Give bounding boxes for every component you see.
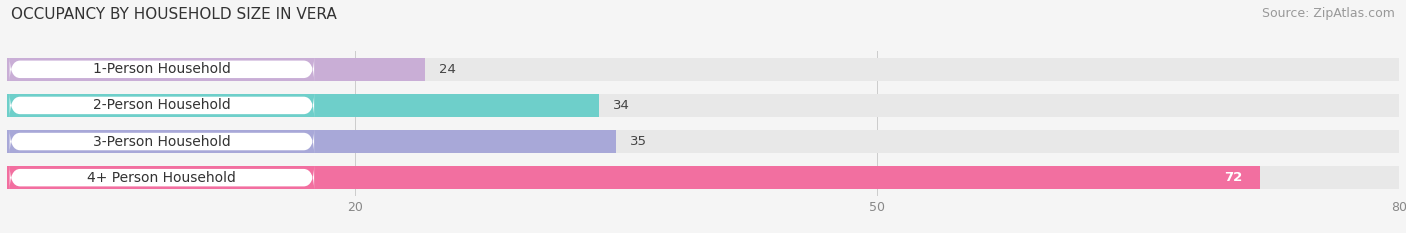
Bar [7, 166, 1399, 189]
Text: 24: 24 [439, 63, 456, 76]
Text: 72: 72 [1225, 171, 1243, 184]
Bar [7, 94, 599, 117]
FancyBboxPatch shape [10, 93, 314, 118]
FancyBboxPatch shape [10, 129, 314, 154]
Bar [7, 94, 1399, 117]
Text: 1-Person Household: 1-Person Household [93, 62, 231, 76]
Text: OCCUPANCY BY HOUSEHOLD SIZE IN VERA: OCCUPANCY BY HOUSEHOLD SIZE IN VERA [11, 7, 337, 22]
Text: 35: 35 [630, 135, 647, 148]
Bar [7, 130, 616, 153]
FancyBboxPatch shape [10, 56, 314, 82]
Text: 34: 34 [613, 99, 630, 112]
Bar [7, 58, 1399, 81]
Text: 3-Person Household: 3-Person Household [93, 134, 231, 149]
Bar [7, 58, 425, 81]
Bar [7, 130, 1399, 153]
Text: 4+ Person Household: 4+ Person Household [87, 171, 236, 185]
Text: Source: ZipAtlas.com: Source: ZipAtlas.com [1261, 7, 1395, 20]
Bar [7, 166, 1260, 189]
Text: 2-Person Household: 2-Person Household [93, 98, 231, 113]
FancyBboxPatch shape [10, 165, 314, 191]
